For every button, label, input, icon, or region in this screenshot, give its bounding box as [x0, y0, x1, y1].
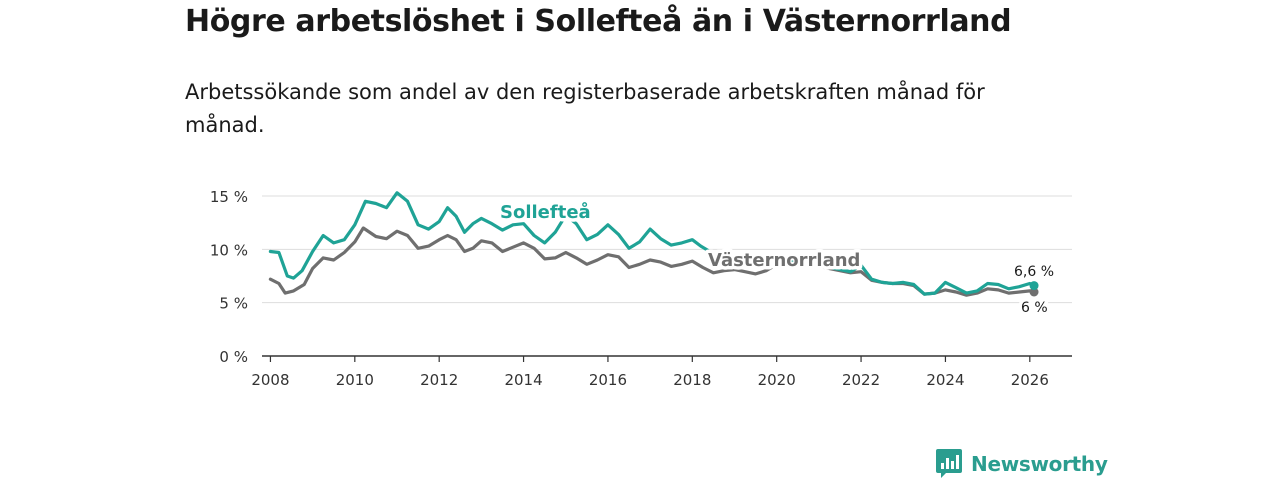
bar-chart-logo-icon [936, 449, 962, 478]
end-value-solleftea: 6,6 % [1014, 264, 1054, 280]
series-end-marker-1 [1029, 287, 1039, 297]
newsworthy-logo: Newsworthy [936, 448, 1108, 480]
end-value-vasternorrland-halo: 6 % [1021, 300, 1048, 316]
chart-subtitle: Arbetssökande som andel av den registerb… [185, 80, 985, 137]
x-tick-label: 2022 [842, 371, 880, 389]
x-tick-label: 2014 [504, 371, 542, 389]
x-tick-label: 2010 [336, 371, 374, 389]
series-labels: SollefteåSollefteåVästernorrlandVästerno… [497, 198, 1058, 320]
brand-name: Newsworthy [971, 452, 1108, 476]
chart-title: Högre arbetslöshet i Sollefteå än i Väst… [185, 4, 1012, 39]
x-tick-label: 2012 [420, 371, 458, 389]
gridlines [262, 195, 1072, 304]
series-label-solleftea: Sollefteå [500, 201, 591, 223]
series-label-solleftea-halo: Sollefteå [500, 201, 591, 223]
series-line-1 [268, 226, 1036, 297]
series-line-0 [268, 191, 1036, 296]
x-tick-label: 2024 [926, 371, 964, 389]
end-value-solleftea-halo: 6,6 % [1014, 264, 1054, 280]
x-tick-label: 2020 [758, 371, 796, 389]
y-axis: 0 % 5 % 10 % 15 % [210, 188, 248, 366]
end-value-vasternorrland: 6 % [1021, 300, 1048, 316]
x-tick-label: 2016 [589, 371, 627, 389]
x-tick-label: 2026 [1011, 371, 1049, 389]
x-tick-label: 2008 [251, 371, 289, 389]
series-lines [268, 191, 1039, 297]
y-tick-label: 0 % [219, 348, 248, 366]
series-end-marker-0 [1029, 281, 1039, 291]
x-axis: 2008 2010 2012 2014 2016 2018 2020 2022 2024 2026 [251, 355, 1072, 389]
y-tick-label: 5 % [219, 295, 248, 313]
series-label-vasternorrland-halo: Västernorrland [708, 250, 860, 271]
y-tick-label: 15 % [210, 188, 248, 206]
y-tick-label: 10 % [210, 241, 248, 259]
x-tick-label: 2018 [673, 371, 711, 389]
series-label-vasternorrland: Västernorrland [708, 250, 860, 271]
